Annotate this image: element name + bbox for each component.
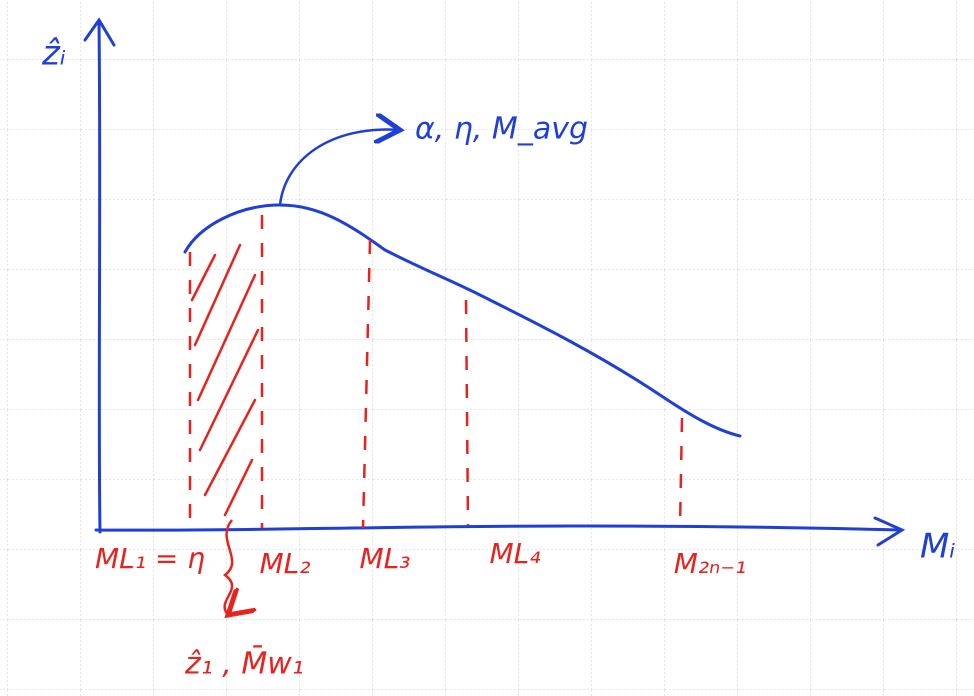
marker-label: ML₂ [260,547,311,580]
diagram: ẑᵢ Mᵢ α, η, M_avg ML₁ = η ML₂ ML₃ ML₄ M₂… [0,0,974,696]
grid-background [0,0,974,696]
y-axis-label: ẑᵢ [41,34,66,74]
marker-label: ML₃ [360,542,411,575]
y-axis [99,22,100,532]
curve-annotation: α, η, M_avg [415,112,588,147]
x-axis-label: Mᵢ [920,527,955,567]
marker-label: ML₁ = η [95,542,205,575]
marker-label: M₂ₙ₋₁ [674,547,747,580]
marker-label: ML₄ [490,537,541,570]
footnote-label: ẑ₁ , M̄w₁ [184,645,304,681]
